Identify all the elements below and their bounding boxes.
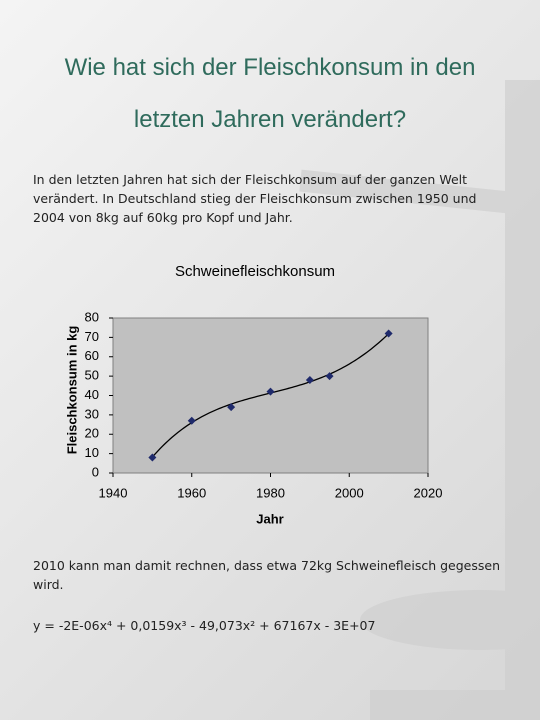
data-point <box>148 453 157 462</box>
y-tick-label: 60 <box>85 348 99 363</box>
data-point <box>305 376 314 384</box>
data-point <box>187 416 196 425</box>
data-point <box>227 403 236 412</box>
x-tick-label: 2000 <box>335 485 364 500</box>
data-point <box>266 387 275 396</box>
x-tick-label: 1940 <box>99 485 128 500</box>
y-tick-label: 70 <box>85 329 99 344</box>
conclusion-text: 2010 kann man damit rechnen, dass etwa 7… <box>33 558 500 592</box>
y-tick-label: 0 <box>92 464 99 479</box>
formula: y = -2E-06x⁴ + 0,0159x³ - 49,073x² + 671… <box>33 618 376 633</box>
intro-text: In den letzten Jahren hat sich der Fleis… <box>33 172 477 225</box>
y-tick-label: 80 <box>85 309 99 324</box>
y-tick-label: 20 <box>85 426 99 441</box>
x-tick-label: 1980 <box>256 485 285 500</box>
x-tick-label: 2020 <box>414 485 443 500</box>
x-tick-label: 1960 <box>177 485 206 500</box>
y-tick-label: 10 <box>85 445 99 460</box>
y-tick-label: 50 <box>85 368 99 383</box>
data-point <box>325 372 334 381</box>
data-point <box>384 329 393 338</box>
slide-title: Wie hat sich der Fleischkonsum in den le… <box>64 54 476 133</box>
y-axis-label: Fleischkonsum in kg <box>64 326 79 455</box>
y-tick-label: 30 <box>85 406 99 421</box>
chart-title: Schweinefleischkonsum <box>175 263 335 280</box>
y-tick-label: 40 <box>85 387 99 402</box>
x-axis-label: Jahr <box>256 511 283 526</box>
